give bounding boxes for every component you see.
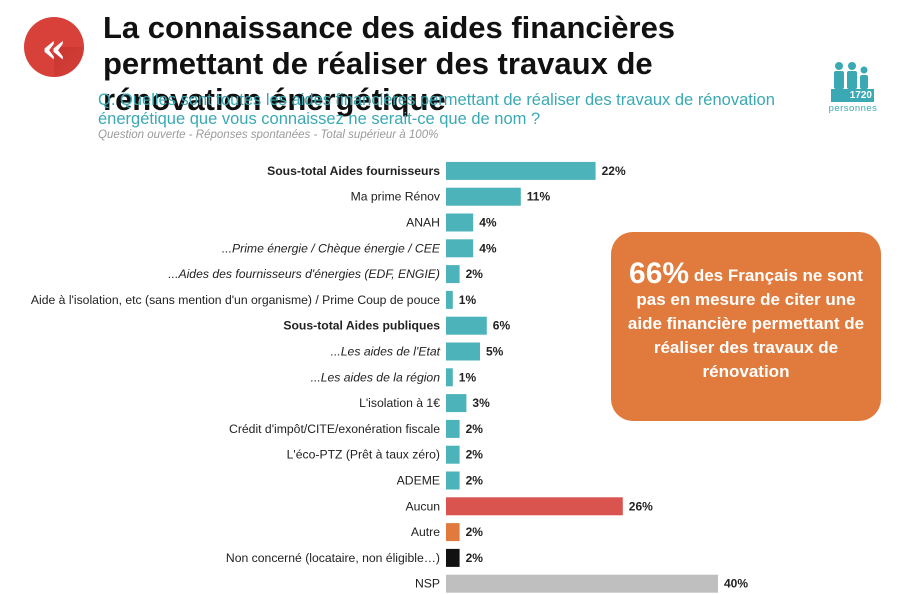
value-label: 2% <box>466 525 484 539</box>
value-label: 2% <box>466 422 484 436</box>
bar <box>446 265 460 284</box>
value-label: 4% <box>479 241 497 255</box>
value-label: 2% <box>466 474 484 488</box>
bar <box>446 213 474 232</box>
sample-count: 1720 <box>831 89 874 102</box>
category-label: NSP <box>415 577 440 591</box>
bar <box>446 290 453 309</box>
value-label: 22% <box>602 164 626 178</box>
bar <box>446 445 460 464</box>
bar <box>446 187 521 206</box>
callout-text: des Français ne sont pas en mesure de ci… <box>627 266 865 381</box>
category-label: Autre <box>411 525 440 539</box>
bar <box>446 161 596 180</box>
bar <box>446 523 460 542</box>
value-label: 1% <box>459 293 477 307</box>
value-label: 5% <box>486 345 504 359</box>
category-label: Sous-total Aides publiques <box>283 319 440 333</box>
survey-question: Q. Quelles sont toutes les aides financi… <box>98 91 775 128</box>
value-label: 3% <box>472 396 490 410</box>
value-label: 2% <box>466 551 484 565</box>
category-label: Ma prime Rénov <box>351 190 441 204</box>
category-label: Sous-total Aides fournisseurs <box>267 164 440 178</box>
bar <box>446 471 460 490</box>
bar <box>446 316 487 335</box>
callout-highlight: 66% <box>629 257 690 290</box>
category-label: Aide à l'isolation, etc (sans mention d'… <box>31 293 440 307</box>
value-label: 1% <box>459 370 477 384</box>
category-label: ...Les aides de la région <box>311 370 441 384</box>
bar <box>446 574 718 593</box>
callout-box: 66% des Français ne sont pas en mesure d… <box>611 232 881 421</box>
value-label: 2% <box>466 267 484 281</box>
value-label: 2% <box>466 448 484 462</box>
bar <box>446 548 460 567</box>
category-label: Aucun <box>405 499 440 513</box>
category-label: Crédit d'impôt/CITE/exonération fiscale <box>229 422 440 436</box>
category-label: ...Les aides de l'Etat <box>331 345 441 359</box>
sample-label: personnes <box>828 103 878 114</box>
category-label: ADEME <box>397 474 440 488</box>
value-label: 6% <box>493 319 511 333</box>
bar <box>446 419 460 438</box>
category-label: Non concerné (locataire, non éligible…) <box>226 551 440 565</box>
category-label: ...Aides des fournisseurs d'énergies (ED… <box>168 267 440 281</box>
value-label: 11% <box>527 190 551 204</box>
category-label: ...Prime énergie / Chèque énergie / CEE <box>222 241 441 255</box>
value-label: 26% <box>629 499 653 513</box>
category-label: L'isolation à 1€ <box>359 396 440 410</box>
category-label: L'éco-PTZ (Prêt à taux zéro) <box>287 448 440 462</box>
value-label: 40% <box>724 577 748 591</box>
svg-text:«: « <box>42 25 67 72</box>
people-icon <box>834 62 868 89</box>
bar <box>446 342 480 361</box>
page-title: La connaissance des aides financières pe… <box>103 10 676 117</box>
category-label: ANAH <box>406 216 440 230</box>
question-note: Question ouverte - Réponses spontanées -… <box>98 129 439 141</box>
bar <box>446 394 467 413</box>
value-label: 4% <box>479 216 497 230</box>
bar <box>446 368 453 387</box>
quote-icon: « <box>24 17 84 77</box>
bar <box>446 239 474 258</box>
bar <box>446 497 623 516</box>
